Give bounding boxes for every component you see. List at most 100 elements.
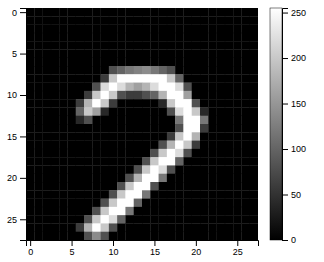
cell [67, 49, 76, 58]
cell [200, 25, 209, 34]
cell [109, 91, 118, 100]
cell [200, 190, 209, 199]
cell [125, 83, 134, 92]
cell [134, 107, 143, 116]
cell [109, 107, 118, 116]
cell [43, 107, 52, 116]
cell [175, 99, 184, 108]
cell [59, 174, 68, 183]
cell [101, 116, 110, 125]
cell [142, 199, 151, 208]
cell [175, 91, 184, 100]
cell [192, 232, 201, 240]
plot: 05101520250510152025 [7, 8, 259, 258]
cell [51, 132, 60, 141]
cell [159, 190, 168, 199]
cell [217, 149, 226, 158]
cell [125, 232, 134, 240]
cell [43, 190, 52, 199]
cell [142, 182, 151, 191]
cell [34, 223, 43, 232]
cell [159, 99, 168, 108]
cell [59, 232, 68, 240]
cell [109, 33, 118, 42]
cell [43, 223, 52, 232]
cell [84, 149, 93, 158]
cell [175, 83, 184, 92]
cell [84, 107, 93, 116]
cell [92, 232, 101, 240]
cell [192, 199, 201, 208]
cell [150, 91, 159, 100]
cell [134, 74, 143, 83]
cell [134, 174, 143, 183]
cell [59, 149, 68, 158]
cell [92, 25, 101, 34]
tick-label: 10 [7, 90, 17, 100]
axis-line [27, 241, 259, 247]
cell [233, 149, 242, 158]
cell [34, 91, 43, 100]
cell [192, 107, 201, 116]
cell [59, 33, 68, 42]
tick: 0 [12, 8, 26, 18]
cell [175, 49, 184, 58]
cell [26, 157, 35, 166]
cell [241, 223, 250, 232]
cell [241, 33, 250, 42]
cell [150, 74, 159, 83]
cell [67, 58, 76, 67]
cell [208, 58, 217, 67]
cell [142, 74, 151, 83]
cell [233, 215, 242, 224]
cell [250, 165, 258, 174]
cell [67, 124, 76, 133]
cell [142, 190, 151, 199]
cell [125, 91, 134, 100]
cell [233, 58, 242, 67]
cell [217, 232, 226, 240]
cell [150, 8, 159, 17]
cell [175, 149, 184, 158]
cell [142, 8, 151, 17]
cell [92, 182, 101, 191]
cell [76, 207, 85, 216]
cell [183, 174, 192, 183]
cell [134, 190, 143, 199]
cell [167, 141, 176, 150]
cell [208, 141, 217, 150]
tick-label: 15 [150, 247, 160, 257]
cell [167, 174, 176, 183]
cell [59, 66, 68, 75]
tick-mark [20, 178, 26, 179]
cell [200, 165, 209, 174]
cell [200, 66, 209, 75]
tick: 10 [7, 90, 26, 100]
cell [125, 165, 134, 174]
cell [34, 215, 43, 224]
cell [192, 99, 201, 108]
chart: 05101520250510152025050100150200250 [0, 0, 324, 262]
tick-mark [282, 58, 288, 59]
cell [241, 116, 250, 125]
cell [208, 223, 217, 232]
cell [175, 223, 184, 232]
cell [59, 199, 68, 208]
cell [84, 132, 93, 141]
tick-mark [282, 104, 288, 105]
cell [76, 8, 85, 17]
tick: 5 [70, 240, 75, 257]
cell [250, 149, 258, 158]
cell [67, 199, 76, 208]
cell [109, 132, 118, 141]
cell [117, 8, 126, 17]
cell [134, 41, 143, 50]
cell [59, 215, 68, 224]
cell [109, 223, 118, 232]
cell [217, 157, 226, 166]
cell [117, 190, 126, 199]
tick-label: 50 [291, 190, 301, 200]
cell [67, 66, 76, 75]
cell [117, 182, 126, 191]
cell [84, 91, 93, 100]
